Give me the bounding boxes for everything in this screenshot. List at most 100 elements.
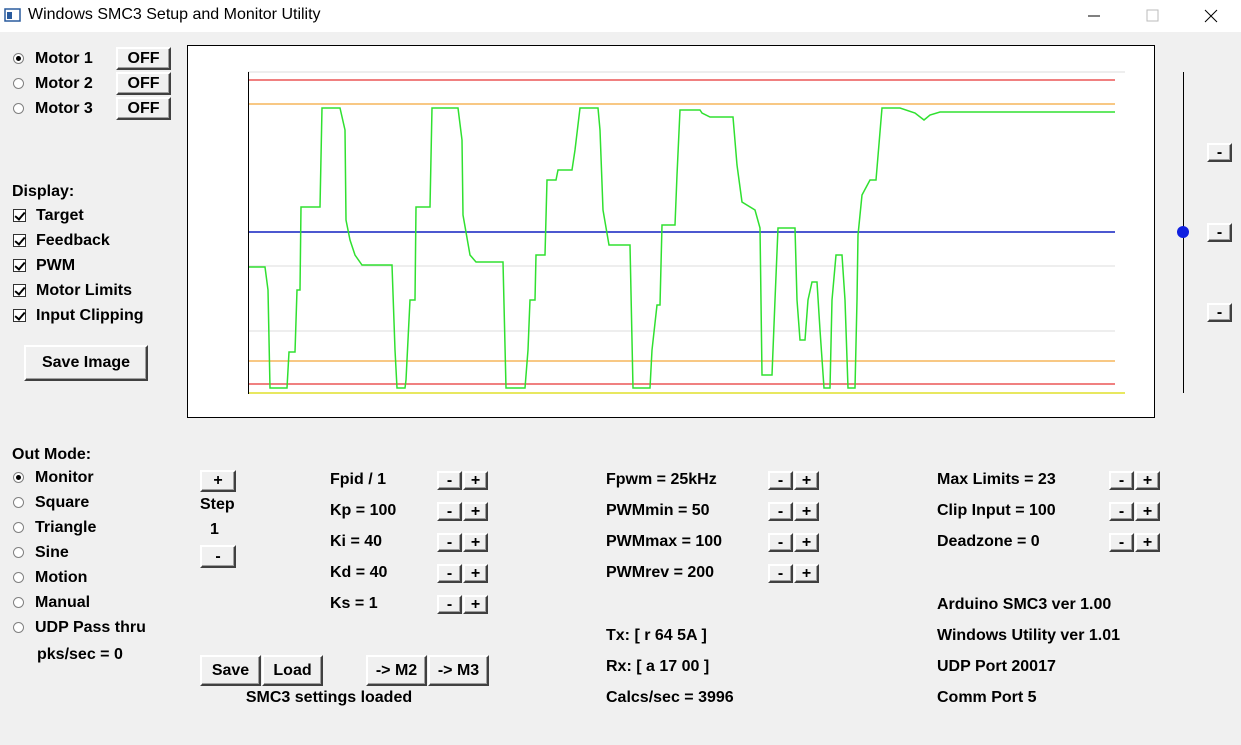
motor-off-button[interactable]: OFF [116, 97, 171, 120]
param-plus-button[interactable]: + [794, 564, 819, 583]
param-plus-button[interactable]: + [1135, 471, 1160, 490]
param-minus-button[interactable]: - [1109, 502, 1134, 521]
out-mode-option: Square [35, 494, 90, 511]
display-option: Motor Limits [36, 282, 132, 299]
motor-label: Motor 1 [35, 50, 93, 67]
param-label: PWMmax = 100 [606, 533, 723, 550]
param-plus-button[interactable]: + [794, 533, 819, 552]
radio-button[interactable] [13, 103, 24, 114]
radio-button[interactable] [13, 547, 24, 558]
checkbox[interactable] [13, 309, 26, 322]
param-minus-button[interactable]: - [768, 533, 793, 552]
checkbox[interactable] [13, 259, 26, 272]
radio-button[interactable] [13, 522, 24, 533]
param-label: Deadzone = 0 [937, 533, 1040, 550]
param-minus-button[interactable]: - [437, 471, 462, 490]
display-option: PWM [36, 257, 76, 274]
feedback-trace [249, 107, 1115, 389]
file-button[interactable]: Save [200, 655, 261, 686]
motor-off-button[interactable]: OFF [116, 47, 171, 70]
radio-button[interactable] [13, 597, 24, 608]
display-option: Feedback [36, 232, 110, 249]
motor-label: Motor 2 [35, 75, 93, 92]
file-status: SMC3 settings loaded [245, 689, 413, 706]
slider-thumb[interactable] [1177, 226, 1189, 238]
maximize-button[interactable] [1146, 9, 1159, 22]
file-button[interactable]: Load [262, 655, 323, 686]
param-label: Clip Input = 100 [937, 502, 1056, 519]
param-label: Ks = 1 [330, 595, 378, 612]
info-text: Arduino SMC3 ver 1.00 [937, 596, 1112, 613]
param-label: PWMrev = 200 [606, 564, 715, 581]
checkbox[interactable] [13, 284, 26, 297]
scale-button[interactable]: - [1207, 223, 1232, 242]
param-minus-button[interactable]: - [1109, 471, 1134, 490]
checkbox[interactable] [13, 209, 26, 222]
close-button[interactable] [1204, 9, 1218, 23]
window-controls [4, 8, 1218, 23]
param-label: Fpid / 1 [330, 471, 386, 488]
param-label: PWMmin = 50 [606, 502, 710, 519]
comm-status: Rx: [ a 17 00 ] [606, 658, 710, 675]
packet-rate: pks/sec = 0 [37, 646, 123, 663]
radio-button[interactable] [13, 78, 24, 89]
comm-status: Calcs/sec = 3996 [606, 689, 734, 706]
out-mode-option: Monitor [35, 469, 94, 486]
radio-button[interactable] [13, 472, 24, 483]
display-option: Input Clipping [36, 307, 144, 324]
out-mode-option: Sine [35, 544, 69, 561]
param-label: Kd = 40 [330, 564, 388, 581]
scale-button[interactable]: - [1207, 303, 1232, 322]
param-plus-button[interactable]: + [1135, 533, 1160, 552]
param-plus-button[interactable]: + [463, 533, 488, 552]
param-plus-button[interactable]: + [794, 471, 819, 490]
display-heading: Display: [12, 183, 75, 200]
param-label: Fpwm = 25kHz [606, 471, 717, 488]
param-minus-button[interactable]: - [437, 595, 462, 614]
param-label: Max Limits = 23 [937, 471, 1056, 488]
file-button[interactable]: -> M3 [428, 655, 489, 686]
param-minus-button[interactable]: - [768, 502, 793, 521]
step-label: Step [200, 496, 235, 513]
file-button[interactable]: -> M2 [366, 655, 427, 686]
out-mode-heading: Out Mode: [12, 446, 92, 463]
step-minus-button[interactable]: - [200, 545, 236, 568]
param-label: Ki = 40 [330, 533, 383, 550]
motor-off-button[interactable]: OFF [116, 72, 171, 95]
out-mode-option: Motion [35, 569, 88, 586]
out-mode-option: Manual [35, 594, 91, 611]
param-plus-button[interactable]: + [463, 564, 488, 583]
display-option: Target [36, 207, 84, 224]
comm-status: Tx: [ r 64 5A ] [606, 627, 707, 644]
checkbox[interactable] [13, 234, 26, 247]
radio-button[interactable] [13, 497, 24, 508]
plot-frame [187, 45, 1155, 418]
info-text: Windows Utility ver 1.01 [937, 627, 1121, 644]
param-minus-button[interactable]: - [768, 471, 793, 490]
out-mode-option: Triangle [35, 519, 97, 536]
param-plus-button[interactable]: + [463, 595, 488, 614]
param-minus-button[interactable]: - [768, 564, 793, 583]
param-minus-button[interactable]: - [437, 533, 462, 552]
app-icon-detail [7, 12, 12, 19]
window-title: Windows SMC3 Setup and Monitor Utility [28, 6, 321, 23]
param-minus-button[interactable]: - [1109, 533, 1134, 552]
radio-button[interactable] [13, 53, 24, 64]
param-plus-button[interactable]: + [794, 502, 819, 521]
radio-button[interactable] [13, 622, 24, 633]
param-plus-button[interactable]: + [463, 502, 488, 521]
radio-button[interactable] [13, 572, 24, 583]
title-bar: Windows SMC3 Setup and Monitor Utility [0, 0, 1241, 32]
info-text: UDP Port 20017 [937, 658, 1056, 675]
param-minus-button[interactable]: - [437, 502, 462, 521]
param-plus-button[interactable]: + [1135, 502, 1160, 521]
param-minus-button[interactable]: - [437, 564, 462, 583]
motor-label: Motor 3 [35, 100, 93, 117]
step-plus-button[interactable]: + [200, 470, 236, 492]
step-value: 1 [210, 521, 219, 538]
scale-button[interactable]: - [1207, 143, 1232, 162]
save-image-button[interactable]: Save Image [24, 345, 148, 381]
param-plus-button[interactable]: + [463, 471, 488, 490]
out-mode-option: UDP Pass thru [35, 619, 146, 636]
